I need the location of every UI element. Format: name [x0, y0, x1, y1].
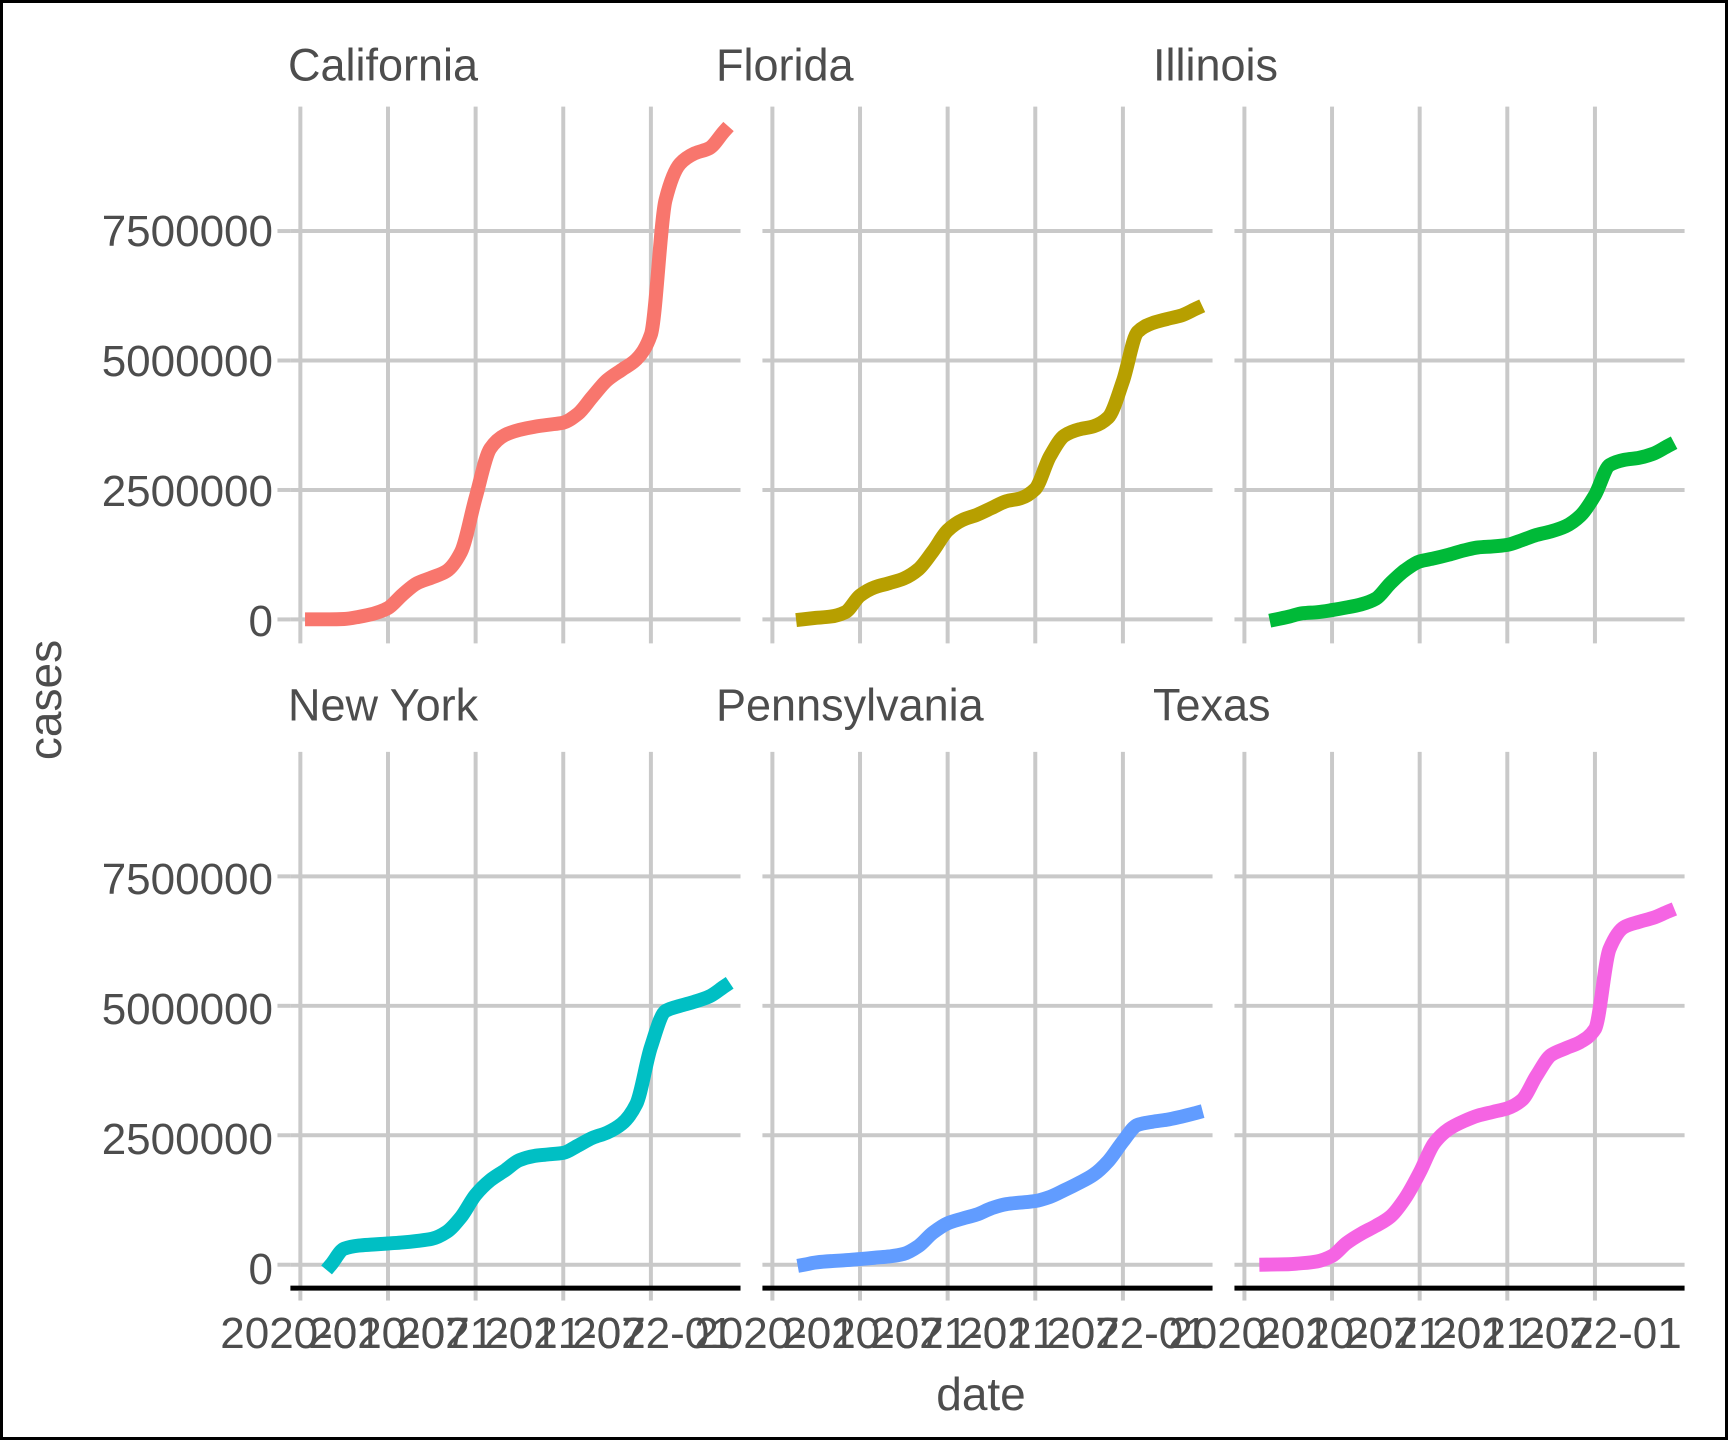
y-tick-label: 5000000 [101, 985, 273, 1034]
line-pennsylvania [796, 1104, 1205, 1273]
x-axis-line [1234, 1285, 1685, 1291]
x-tick-label: 2021-01 [870, 1309, 1032, 1358]
y-tick-label: 2500000 [101, 467, 273, 516]
facet-panel-california [290, 106, 741, 644]
facet-title-california: California [288, 39, 479, 91]
facet-panel-texas [1234, 751, 1685, 1289]
facet-panel-florida [762, 106, 1213, 644]
x-axis-line [290, 1285, 741, 1291]
facet-title-new-york: New York [288, 679, 479, 731]
chart-canvas [277, 106, 1685, 1301]
y-tick-label: 5000000 [101, 337, 273, 386]
x-tick-label: 2021-01 [1344, 1309, 1506, 1358]
x-tick-label: 2021-01 [396, 1309, 558, 1358]
x-axis-title: date [936, 1368, 1026, 1420]
x-tick-label: 2020-07 [308, 1309, 470, 1358]
line-texas [1259, 902, 1678, 1272]
y-tick-label: 7500000 [101, 855, 273, 904]
facet-panel-illinois [1234, 106, 1685, 644]
x-tick-label: 2022-01 [1520, 1309, 1682, 1358]
facet-title-illinois: Illinois [1153, 39, 1279, 91]
facet-title-texas: Texas [1153, 679, 1271, 731]
line-california [305, 121, 734, 627]
x-tick-label: 2020-01 [220, 1309, 382, 1358]
x-tick-label: 2020-07 [1256, 1309, 1418, 1358]
line-new-york [321, 977, 734, 1275]
line-illinois [1268, 436, 1678, 628]
x-tick-label: 2020-07 [782, 1309, 944, 1358]
x-tick-label: 2022-01 [572, 1309, 734, 1358]
x-tick-label: 2020-01 [1168, 1309, 1330, 1358]
y-axis-title: cases [19, 639, 71, 761]
x-tick-label: 2020-01 [694, 1309, 856, 1358]
facet-title-pennsylvania: Pennsylvania [716, 679, 984, 731]
y-tick-label: 7500000 [101, 207, 273, 256]
x-tick-label: 2021-07 [1432, 1309, 1594, 1358]
x-axis-line [762, 1285, 1213, 1291]
facet-title-florida: Florida [716, 39, 854, 91]
facet-panel-new-york [290, 751, 741, 1289]
y-tick-label: 0 [248, 597, 273, 646]
y-tick-label: 2500000 [101, 1115, 273, 1164]
y-tick-label: 0 [248, 1245, 273, 1294]
facet-panel-pennsylvania [762, 751, 1213, 1289]
line-florida [795, 299, 1206, 628]
x-tick-label: 2021-07 [484, 1309, 646, 1358]
x-tick-label: 2022-01 [1046, 1309, 1208, 1358]
x-tick-label: 2021-07 [958, 1309, 1120, 1358]
